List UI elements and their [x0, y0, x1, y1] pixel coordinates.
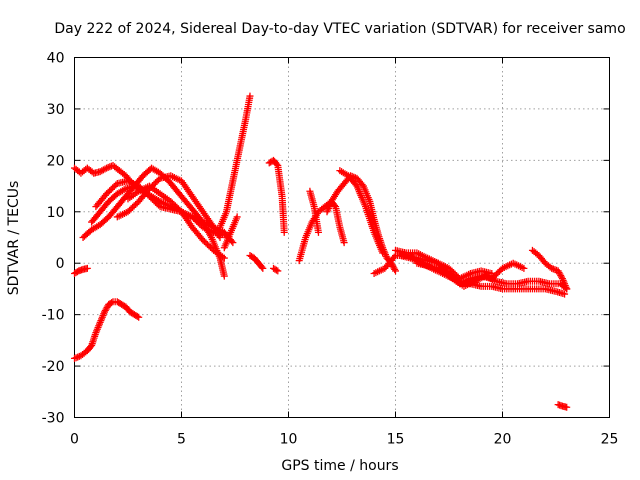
- data-point: [561, 290, 569, 298]
- data-point: [273, 160, 281, 168]
- data-point: [563, 285, 571, 293]
- data-point: [314, 228, 322, 236]
- data-point: [520, 264, 528, 272]
- data-point: [390, 253, 398, 261]
- axis-ticks: [74, 57, 610, 418]
- series-track-12: [265, 156, 288, 236]
- data-point: [101, 165, 109, 173]
- y-axis-label: SDTVAR / TECUs: [6, 181, 22, 296]
- x-tick-label: 10: [280, 432, 298, 448]
- data-point: [340, 239, 348, 247]
- data-point: [272, 266, 280, 274]
- data-point: [228, 237, 236, 245]
- x-tick-label: 15: [387, 432, 405, 448]
- x-tick-label: 20: [494, 432, 512, 448]
- data-point: [274, 267, 282, 275]
- series-track-9: [216, 92, 254, 231]
- y-tick-label: 40: [47, 51, 65, 67]
- y-tick-label: -10: [42, 308, 65, 324]
- x-tick-labels: 0 5 10 15 20 25: [70, 432, 618, 448]
- y-tick-label: -20: [42, 359, 65, 375]
- data-point: [133, 312, 141, 320]
- series-track-23: [554, 401, 571, 411]
- plot-frame: [74, 57, 610, 418]
- y-tick-label: 20: [47, 153, 65, 169]
- y-tick-label: 30: [47, 102, 65, 118]
- data-point: [246, 92, 254, 100]
- series-track-3: [71, 298, 143, 362]
- data-points: [71, 92, 571, 411]
- data-point: [216, 234, 224, 241]
- series-track-14: [295, 172, 399, 275]
- y-tick-labels: -30 -20 -10 0 10 20 30 40: [42, 51, 65, 427]
- data-point: [563, 403, 571, 411]
- data-point: [258, 263, 266, 271]
- data-point: [379, 249, 387, 257]
- series-track-11: [246, 252, 267, 272]
- x-tick-label: 25: [601, 432, 619, 448]
- series-track-15: [306, 187, 322, 236]
- data-point: [83, 264, 91, 272]
- series-track-8: [124, 182, 228, 262]
- series-track-21: [413, 259, 569, 298]
- series-track-4: [79, 164, 228, 280]
- data-point: [87, 343, 95, 351]
- data-point: [233, 213, 241, 221]
- data-point: [229, 239, 237, 247]
- series-track-16: [323, 198, 348, 247]
- data-point: [391, 265, 399, 273]
- series-track-17: [336, 167, 387, 257]
- series-track-13: [270, 264, 282, 275]
- x-axis-label: GPS time / hours: [281, 458, 398, 474]
- data-point: [558, 273, 566, 281]
- y-tick-label: 0: [56, 256, 65, 272]
- series-track-10: [220, 213, 241, 252]
- y-tick-label: 10: [47, 205, 65, 221]
- x-tick-label: 5: [177, 432, 186, 448]
- data-point: [392, 267, 399, 275]
- chart-title: Day 222 of 2024, Sidereal Day-to-day VTE…: [54, 21, 625, 37]
- series-track-22: [528, 246, 571, 293]
- data-point: [331, 201, 339, 209]
- data-point: [135, 313, 143, 321]
- x-tick-label: 0: [70, 432, 79, 448]
- data-point: [259, 264, 267, 272]
- data-point: [220, 272, 228, 280]
- data-point: [220, 254, 228, 262]
- series-track-2: [71, 264, 91, 277]
- data-point: [108, 299, 116, 307]
- data-point: [280, 228, 288, 236]
- series-track-1: [71, 162, 136, 187]
- y-tick-label: -30: [42, 411, 65, 427]
